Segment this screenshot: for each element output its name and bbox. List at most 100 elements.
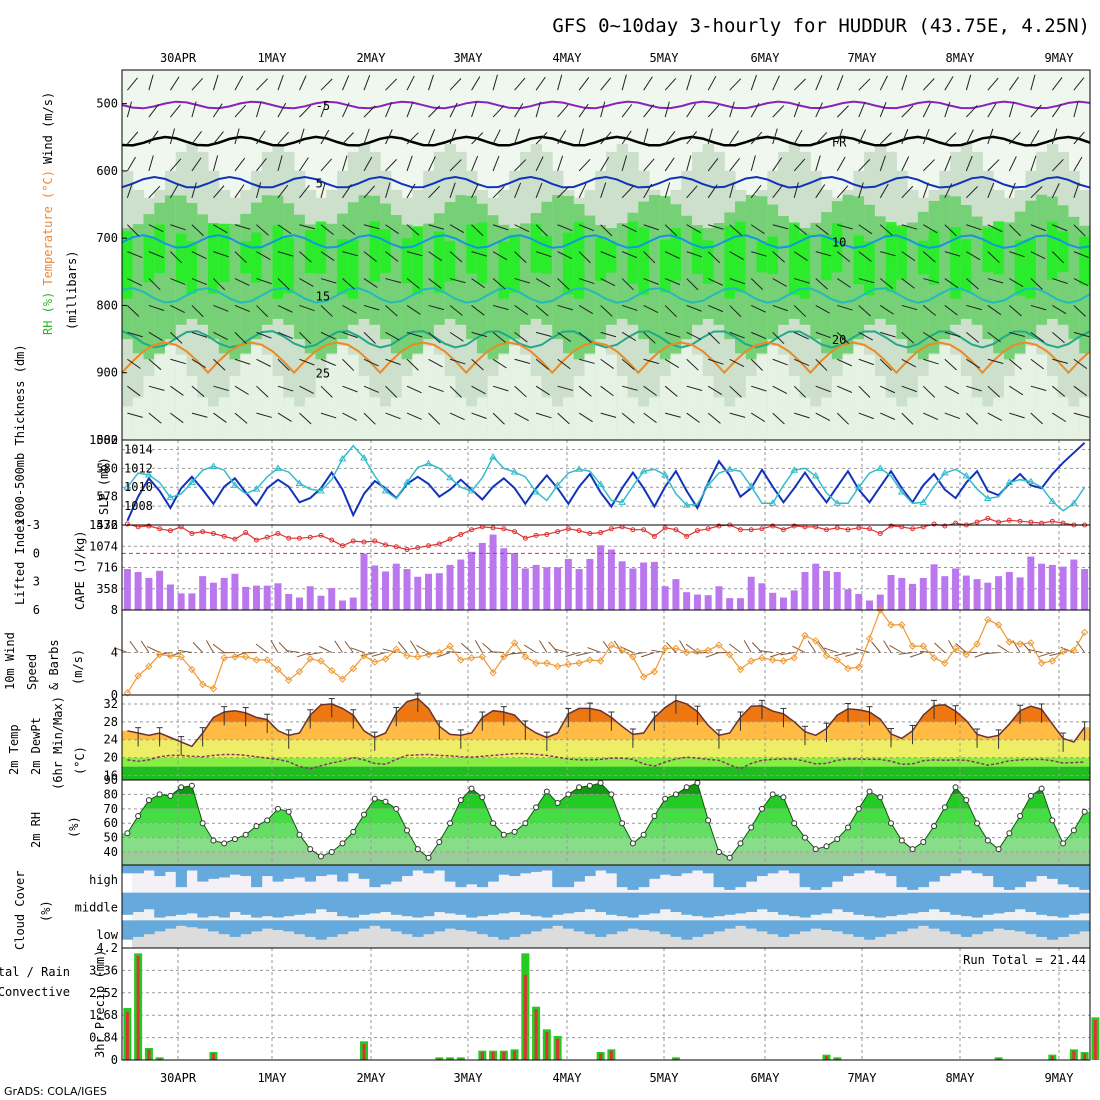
wind-barb	[126, 131, 139, 145]
wind-barb	[1008, 182, 1016, 199]
wind-barb	[127, 331, 143, 338]
cloud-cell	[186, 865, 198, 871]
wind-barb	[234, 412, 248, 424]
wind-speed-point	[532, 659, 540, 667]
cloud-cell	[1046, 865, 1059, 879]
wind-speed-point	[177, 653, 185, 661]
wind-barb	[170, 305, 185, 313]
upper-air-units-group: (millibars)	[65, 251, 79, 330]
rh-cell-wet	[541, 235, 553, 274]
wind-barb	[922, 182, 929, 198]
wind-barb	[729, 78, 742, 91]
isotherm-line	[121, 135, 1091, 147]
wind-barb	[277, 155, 283, 172]
wind-speed-point	[833, 656, 841, 664]
cloud-cell	[1036, 892, 1048, 915]
wind-barb	[836, 332, 850, 344]
rh-cell-dry-surface	[251, 345, 263, 440]
slp-point	[553, 481, 562, 488]
cloud-cell	[831, 892, 844, 910]
wind-barb	[858, 358, 874, 366]
cape-tick-label: 358	[96, 582, 118, 596]
wind-speed-point	[166, 651, 175, 660]
cloud-cell	[552, 920, 564, 926]
wind-barb	[750, 305, 766, 313]
cloud-cell	[896, 865, 908, 888]
slp-point	[317, 487, 325, 494]
cape-bar	[145, 577, 153, 610]
wind-speed-point	[725, 650, 734, 659]
rh-cell-dry-surface	[294, 406, 306, 440]
wind-barb	[750, 155, 756, 172]
cloud-cell	[390, 920, 403, 932]
wind-barb	[1009, 385, 1024, 396]
cape-bar	[672, 579, 680, 610]
wind-barb	[836, 412, 850, 425]
wind-barb	[729, 385, 742, 398]
li-point	[651, 533, 657, 539]
wind-barb	[428, 105, 441, 118]
cloud-cell	[756, 920, 768, 932]
wind-barb	[277, 412, 292, 422]
wind-speed-point	[639, 673, 648, 681]
wind-barb	[127, 251, 143, 259]
slp-point	[166, 493, 175, 501]
li-point	[791, 523, 797, 529]
wind-barb	[449, 412, 465, 421]
wind-barb	[428, 185, 440, 199]
isotherm-label: 20	[832, 333, 846, 347]
wind-speed-point	[371, 658, 379, 666]
wind-barb	[191, 331, 208, 338]
thickness-panel-frame	[121, 439, 1091, 526]
cloud-cell	[455, 892, 467, 915]
cape-bar	[252, 585, 260, 610]
cloud-cell	[401, 892, 413, 917]
cloud-cell	[347, 920, 360, 932]
cloud-cell	[971, 892, 983, 918]
wind-barb	[428, 129, 436, 145]
wind-barb	[664, 251, 680, 259]
rh-point	[651, 813, 658, 820]
wind-barb	[600, 412, 617, 418]
wind-barb	[535, 182, 543, 199]
wind-barb	[191, 278, 207, 286]
rh-cell-moist	[778, 216, 790, 325]
wind-barb	[750, 412, 766, 422]
wind-barb	[815, 155, 821, 172]
cloud-cell	[842, 892, 854, 913]
rh-cell-moist	[595, 225, 607, 340]
wind-barb	[406, 251, 423, 257]
cape-bar	[564, 558, 572, 610]
rh-point	[414, 846, 421, 853]
wind-barb	[234, 304, 250, 313]
rh-point	[823, 843, 830, 850]
cloud-cell	[1025, 920, 1037, 935]
precip-convective-bar	[997, 1058, 1001, 1060]
rh-cell-moist	[154, 202, 166, 354]
cloud-cell	[562, 920, 575, 929]
wind-barb	[148, 104, 159, 118]
wind-barb	[277, 331, 293, 339]
wind-barb	[342, 278, 355, 290]
rh-cell-dry-surface	[1068, 406, 1080, 440]
wind-speed-point	[812, 637, 820, 645]
cloud-cell	[519, 865, 532, 874]
surface-wind-barb	[845, 652, 859, 657]
wind-speed-point	[984, 615, 992, 624]
wind-barb	[686, 304, 702, 312]
wind-barb	[729, 130, 739, 145]
cape-bar	[941, 576, 949, 610]
wind-speed-point	[338, 675, 347, 683]
wind-barb	[492, 304, 509, 311]
rh-cell-wet	[917, 240, 930, 275]
cape-bar	[489, 534, 497, 610]
li-point	[587, 531, 593, 536]
rh-cell-moist	[713, 222, 725, 325]
cape-bar	[199, 576, 207, 610]
rh-cell-wet	[788, 222, 801, 296]
cloud-cell	[433, 865, 446, 871]
precip-convective-bar	[491, 1052, 495, 1060]
wind-barb	[1052, 358, 1068, 364]
cape-bar	[661, 586, 669, 610]
wind-barb	[729, 305, 742, 318]
